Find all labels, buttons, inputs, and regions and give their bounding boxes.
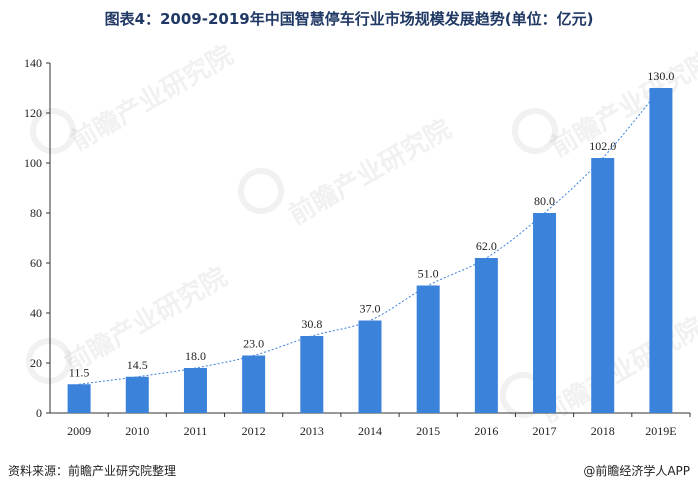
x-tick-label: 2009 <box>67 424 91 438</box>
data-label: 80.0 <box>534 194 555 208</box>
data-label: 30.8 <box>301 317 322 331</box>
bar <box>125 376 149 413</box>
data-label: 130.0 <box>647 69 674 83</box>
bar <box>242 355 266 413</box>
y-tick-label: 140 <box>24 56 42 70</box>
y-tick-label: 120 <box>24 106 42 120</box>
x-tick-label: 2012 <box>242 424 266 438</box>
x-tick-label: 2014 <box>358 424 382 438</box>
x-tick-label: 2018 <box>591 424 615 438</box>
x-tick-label: 2017 <box>533 424 557 438</box>
x-tick-label: 2013 <box>300 424 324 438</box>
y-tick-label: 80 <box>30 206 42 220</box>
bar <box>67 384 91 413</box>
data-label: 18.0 <box>185 349 206 363</box>
data-label: 11.5 <box>69 365 90 379</box>
trend-line <box>79 87 662 385</box>
data-label: 23.0 <box>243 337 264 351</box>
data-label: 14.5 <box>127 358 148 372</box>
bar <box>591 158 615 413</box>
x-tick-label: 2015 <box>416 424 440 438</box>
bar <box>649 88 673 413</box>
y-tick-label: 60 <box>30 256 42 270</box>
x-tick-label: 2011 <box>184 424 208 438</box>
brand-label: @前瞻经济学人APP <box>583 464 690 478</box>
bar <box>300 336 324 413</box>
y-tick-label: 100 <box>24 156 42 170</box>
data-label: 37.0 <box>360 302 381 316</box>
y-tick-label: 40 <box>30 306 42 320</box>
x-tick-label: 2016 <box>474 424 498 438</box>
bar <box>183 368 207 413</box>
y-tick-label: 0 <box>36 406 42 420</box>
bar <box>474 258 498 413</box>
source-note: 资料来源：前瞻产业研究院整理 <box>8 464 177 478</box>
data-label: 51.0 <box>418 267 439 281</box>
chart-title: 图表4：2009-2019年中国智慧停车行业市场规模发展趋势(单位：亿元) <box>104 10 594 28</box>
data-label: 102.0 <box>589 139 616 153</box>
bar <box>416 285 440 413</box>
bar <box>533 213 557 413</box>
x-tick-label: 2019E <box>645 424 676 438</box>
y-tick-label: 20 <box>30 356 42 370</box>
data-label: 62.0 <box>476 239 497 253</box>
x-tick-label: 2010 <box>125 424 149 438</box>
bar <box>358 320 382 413</box>
